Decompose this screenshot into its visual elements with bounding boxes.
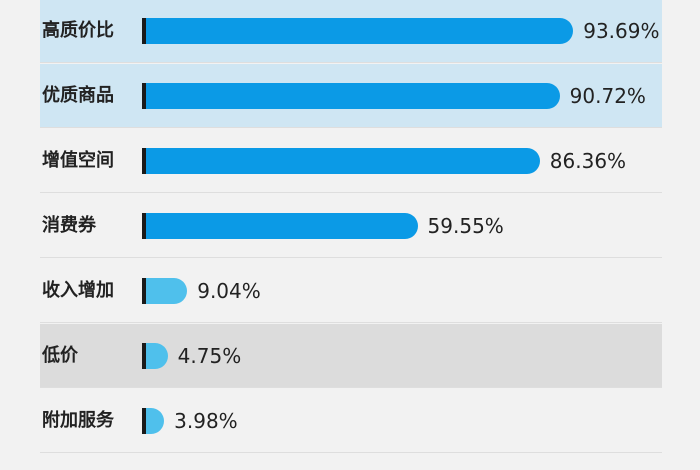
category-label: 高质价比 — [42, 20, 114, 41]
data-label: 59.55% — [427, 214, 504, 238]
bar — [146, 148, 540, 174]
data-label: 3.98% — [174, 409, 238, 433]
bar-row: 附加服务 3.98% — [40, 389, 662, 453]
bar — [146, 213, 418, 239]
category-label: 消费券 — [42, 215, 96, 236]
bar-start-marker — [142, 213, 147, 239]
bar-start-marker — [142, 18, 147, 44]
bar-start-marker — [142, 343, 147, 369]
bar-row: 收入增加 9.04% — [40, 259, 662, 323]
bar-row: 高质价比 93.69% — [40, 0, 662, 63]
data-label: 90.72% — [569, 84, 646, 108]
bar-start-marker — [142, 83, 147, 109]
category-label: 优质商品 — [42, 85, 114, 106]
data-label: 86.36% — [549, 149, 627, 173]
data-label: 4.75% — [177, 344, 242, 368]
data-label: 93.69% — [583, 19, 660, 43]
bar — [146, 83, 560, 109]
bar-start-marker — [142, 408, 147, 434]
bar — [146, 408, 165, 434]
bar — [146, 278, 188, 304]
category-label: 低价 — [42, 345, 78, 366]
bar-row: 增值空间 86.36% — [40, 129, 662, 193]
bar — [146, 18, 574, 44]
bar-start-marker — [142, 148, 147, 174]
category-label: 增值空间 — [42, 150, 114, 171]
data-label: 9.04% — [197, 279, 261, 303]
category-label: 附加服务 — [42, 410, 114, 431]
bar-row: 消费券 59.55% — [40, 194, 662, 258]
category-label: 收入增加 — [42, 280, 114, 301]
bar — [146, 343, 168, 369]
bar-row: 优质商品 90.72% — [40, 64, 662, 128]
bar-start-marker — [142, 278, 147, 304]
bar-row: 低价 4.75% — [40, 324, 662, 388]
